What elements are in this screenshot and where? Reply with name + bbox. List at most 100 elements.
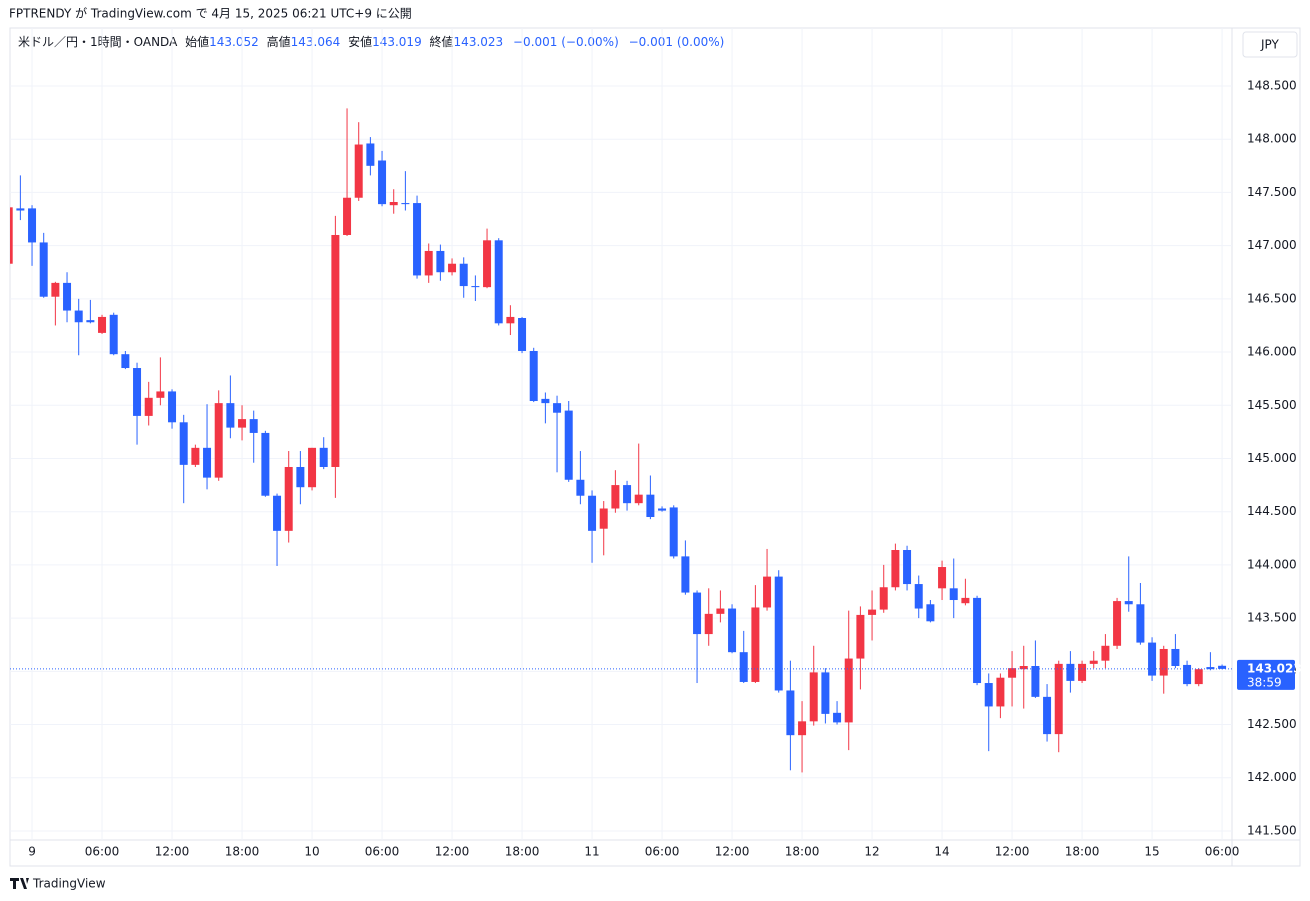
candle-body	[611, 485, 620, 509]
brand-name: TradingView	[32, 877, 106, 891]
x-tick-label: 06:00	[645, 845, 680, 859]
currency[interactable]: JPY	[1260, 38, 1280, 52]
candle-body	[494, 240, 503, 324]
candle-body	[483, 240, 492, 288]
candle-body	[331, 234, 340, 467]
candle-body	[203, 447, 212, 478]
candle-body	[903, 550, 912, 585]
candle-body	[856, 614, 865, 659]
candle-body	[389, 202, 398, 206]
countdown: 38:59	[1247, 675, 1282, 689]
candle-body	[518, 318, 527, 351]
x-tick-label: 18:00	[785, 845, 820, 859]
x-tick-label: 12:00	[715, 845, 750, 859]
candle-body	[308, 447, 317, 488]
candle-body	[413, 203, 422, 276]
candle-body	[1124, 601, 1133, 605]
y-tick-label: 144.000	[1247, 557, 1297, 571]
candle-body	[1031, 666, 1040, 697]
close-value: 143.023	[454, 35, 504, 49]
x-tick-label: 18:00	[225, 845, 260, 859]
high-value: 143.064	[291, 35, 341, 49]
brand-logo	[10, 878, 29, 889]
y-tick-label: 144.500	[1247, 504, 1297, 518]
candle-body	[868, 609, 877, 615]
y-tick-label: 146.500	[1247, 291, 1297, 305]
candle-body	[984, 683, 993, 707]
candle-body	[704, 613, 713, 635]
candle-body	[588, 495, 597, 531]
candle-body	[576, 479, 585, 496]
y-tick-label: 147.500	[1247, 185, 1297, 199]
candle-body	[86, 320, 95, 323]
candle-body	[366, 143, 375, 166]
candle-body	[28, 208, 37, 243]
candle-body	[1054, 663, 1063, 735]
candle-body	[343, 197, 352, 235]
candle-body	[296, 466, 305, 488]
candle-body	[51, 282, 60, 297]
x-tick-label: 18:00	[505, 845, 540, 859]
candle-body	[751, 607, 760, 682]
x-tick-label: 15	[1144, 845, 1159, 859]
candle-body	[716, 608, 725, 614]
candle-body	[1159, 648, 1168, 676]
x-tick-label: 10	[304, 845, 319, 859]
candle-body	[634, 494, 643, 504]
candle-body	[168, 391, 177, 423]
candle-body	[448, 263, 457, 273]
candle-body	[1019, 666, 1028, 670]
candle-body	[1136, 604, 1145, 643]
high-label: 高値	[267, 34, 291, 49]
x-tick-label: 12:00	[155, 845, 190, 859]
candle-body	[156, 391, 165, 398]
candle-body	[401, 203, 410, 205]
candle-body	[798, 721, 807, 736]
candle-body	[599, 508, 608, 529]
symbol: 米ドル／円・1時間・OANDA	[18, 35, 178, 49]
y-tick-label: 148.000	[1247, 132, 1297, 146]
y-tick-label: 146.000	[1247, 345, 1297, 359]
candle-body	[938, 567, 947, 589]
candle-body	[646, 494, 655, 518]
candle-body	[961, 597, 970, 604]
frame	[9, 27, 1301, 867]
brand: TradingView	[10, 877, 106, 891]
candle-body	[669, 507, 678, 557]
candle-body	[926, 604, 935, 622]
x-tick-label: 14	[934, 845, 949, 859]
candle-body	[1183, 664, 1192, 685]
candle-body	[1078, 663, 1087, 681]
candle-body	[1194, 669, 1203, 685]
x-tick-label: 12:00	[435, 845, 470, 859]
candle-body	[319, 447, 328, 467]
candle-body	[553, 403, 562, 413]
candle-body	[564, 410, 573, 480]
candle-body	[529, 350, 538, 402]
candle-body	[354, 144, 363, 198]
candle-body	[973, 597, 982, 684]
candle-body	[844, 658, 853, 723]
y-tick-label: 148.500	[1247, 79, 1297, 93]
candle-body	[191, 447, 200, 465]
last-price-label: 143.023	[1247, 661, 1302, 675]
open-value: 143.052	[209, 35, 259, 49]
currency-button[interactable]	[1242, 31, 1298, 58]
candle-body	[10, 207, 13, 264]
x-tick-label: 12	[864, 845, 879, 859]
y-tick-label: 147.000	[1247, 238, 1297, 252]
candle-body	[914, 584, 923, 609]
candle-body	[436, 250, 445, 273]
candle-body	[809, 672, 818, 722]
candle-body	[623, 485, 632, 504]
candle-body	[424, 250, 433, 276]
candle-body	[261, 432, 270, 496]
legend: 米ドル／円・1時間・OANDA 始値143.052 高値143.064 安値14…	[18, 34, 724, 49]
y-tick-label: 145.000	[1247, 451, 1297, 465]
candle-body	[1113, 601, 1122, 646]
candle-body	[996, 677, 1005, 707]
x-tick-label: 18:00	[1065, 845, 1100, 859]
candle-body	[949, 588, 958, 601]
change: −0.001 (−0.00%)	[513, 35, 619, 49]
